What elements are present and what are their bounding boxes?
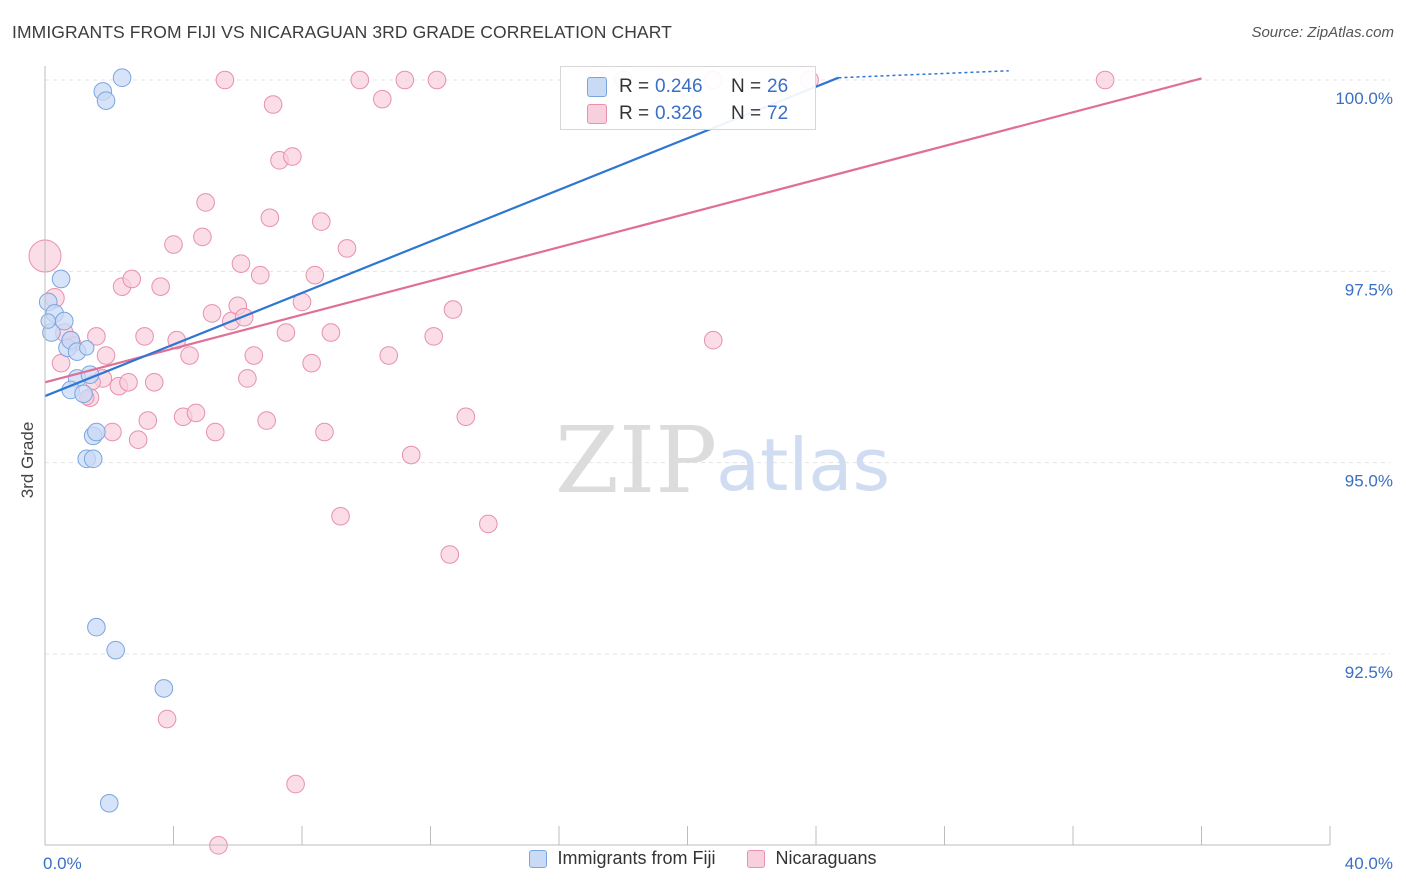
stats-n-label: N = <box>731 103 762 124</box>
stats-swatch-nicaraguans <box>587 104 607 124</box>
nicaraguans-point[interactable] <box>257 411 276 430</box>
nicaraguans-point[interactable] <box>424 327 444 346</box>
fiji-point[interactable] <box>79 340 95 356</box>
nicaraguans-point[interactable] <box>305 265 325 285</box>
stats-n-label: N = <box>731 76 762 97</box>
nicaraguans-point[interactable] <box>286 774 305 794</box>
legend-label-fiji: Immigrants from Fiji <box>557 848 716 868</box>
stats-swatch-fiji <box>587 77 607 97</box>
nicaraguans-point[interactable] <box>119 373 138 392</box>
y-tick-label: 100.0% <box>1335 89 1393 108</box>
fiji-point[interactable] <box>87 422 106 442</box>
fiji-point[interactable] <box>87 617 106 637</box>
legend: Immigrants from Fiji Nicaraguans <box>0 848 1406 869</box>
nicaraguans-point[interactable] <box>151 277 170 296</box>
fiji-point[interactable] <box>51 269 71 289</box>
legend-item-nicaraguans[interactable]: Nicaraguans <box>747 848 877 869</box>
nicaraguans-point[interactable] <box>337 239 357 258</box>
nicaraguans-point[interactable] <box>401 445 421 465</box>
x-tick-label: 40.0% <box>1345 854 1393 873</box>
nicaraguans-point[interactable] <box>205 422 225 442</box>
y-tick-label: 97.5% <box>1345 280 1393 299</box>
stats-box: R = 0.246 N = 26 R = 0.326 N = 72 <box>560 66 816 130</box>
nicaraguans-point[interactable] <box>276 323 296 342</box>
stats-n-value: 72 <box>767 103 789 124</box>
nicaraguans-point[interactable] <box>350 70 370 90</box>
stats-r-value: 0.246 <box>655 76 703 97</box>
nicaraguans-point[interactable] <box>144 373 164 392</box>
stats-r-label: R = <box>619 103 650 124</box>
fiji-point[interactable] <box>54 311 74 331</box>
nicaraguans-point[interactable] <box>87 327 106 346</box>
watermark-atlas: atlas <box>716 423 890 507</box>
watermark-zip: ZIP <box>555 407 717 514</box>
stats-r-value: 0.326 <box>655 103 703 124</box>
nicaraguans-point[interactable] <box>427 70 447 90</box>
watermark: ZIP atlas <box>555 407 890 514</box>
nicaraguans-point[interactable] <box>193 227 212 247</box>
nicaraguans-point[interactable] <box>260 208 280 228</box>
legend-swatch-fiji <box>529 849 548 868</box>
nicaraguans-point[interactable] <box>215 70 235 90</box>
nicaraguans-point[interactable] <box>456 407 476 427</box>
nicaraguans-point[interactable] <box>122 269 142 289</box>
fiji-point[interactable] <box>154 679 174 698</box>
nicaraguans-point[interactable] <box>196 193 215 212</box>
fiji-point[interactable] <box>99 793 119 813</box>
stats-r-label: R = <box>619 76 650 97</box>
nicaraguans-point[interactable] <box>263 95 283 114</box>
nicaraguans-point[interactable] <box>135 327 154 346</box>
nicaraguans-point[interactable] <box>311 212 331 231</box>
nicaraguans-point[interactable] <box>128 430 148 450</box>
nicaraguans-point[interactable] <box>703 330 723 350</box>
fiji-trend-extension <box>838 70 1009 79</box>
stats-n-value: 26 <box>767 76 789 97</box>
nicaraguans-point[interactable] <box>302 353 321 373</box>
y-axis-title: 3rd Grade <box>18 422 37 499</box>
nicaraguans-point[interactable] <box>283 147 302 166</box>
y-tick-label: 92.5% <box>1345 663 1393 682</box>
nicaraguans-point[interactable] <box>202 304 222 323</box>
nicaraguans-point[interactable] <box>157 709 177 729</box>
fiji-point[interactable] <box>106 640 125 660</box>
fiji-point[interactable] <box>83 449 103 469</box>
nicaraguans-point[interactable] <box>96 346 116 365</box>
nicaraguans-point[interactable] <box>164 235 183 254</box>
nicaraguans-point[interactable] <box>186 403 206 423</box>
fiji-point[interactable] <box>112 68 132 88</box>
trend-lines <box>44 70 1202 398</box>
nicaraguans-point[interactable] <box>443 300 463 319</box>
fiji-trend-line <box>44 76 839 398</box>
nicaraguans-point[interactable] <box>479 514 498 534</box>
source-label[interactable]: Source: ZipAtlas.com <box>1251 24 1394 41</box>
fiji-point[interactable] <box>96 91 116 110</box>
fiji-points <box>38 68 633 813</box>
nicaraguans-point[interactable] <box>1095 70 1115 90</box>
nicaraguans-point[interactable] <box>373 89 392 109</box>
legend-item-fiji[interactable]: Immigrants from Fiji <box>529 848 715 869</box>
nicaraguans-point[interactable] <box>231 254 251 273</box>
nicaraguans-point[interactable] <box>250 265 270 285</box>
nicaraguans-point[interactable] <box>379 346 399 365</box>
nicaraguans-point[interactable] <box>244 346 264 365</box>
nicaraguans-point[interactable] <box>238 369 257 388</box>
axes: 0.0% 40.0% <box>43 66 1393 873</box>
legend-label-nicaraguans: Nicaraguans <box>775 848 877 868</box>
nicaraguans-point[interactable] <box>315 422 334 442</box>
y-tick-label: 95.0% <box>1345 472 1393 491</box>
fiji-point[interactable] <box>74 384 93 404</box>
nicaraguans-point[interactable] <box>138 411 158 430</box>
nicaraguans-point[interactable] <box>321 323 341 342</box>
chart-title: IMMIGRANTS FROM FIJI VS NICARAGUAN 3RD G… <box>12 22 672 42</box>
nicaraguans-trend-line <box>44 77 1202 384</box>
nicaraguans-point[interactable] <box>440 545 460 564</box>
fiji-point[interactable] <box>40 313 56 329</box>
legend-swatch-nicaraguans <box>747 849 766 868</box>
nicaraguans-point[interactable] <box>180 346 199 365</box>
nicaraguans-point[interactable] <box>395 70 415 90</box>
nicaraguans-point[interactable] <box>331 506 350 526</box>
nicaraguans-point[interactable] <box>103 422 122 442</box>
x-tick-label: 0.0% <box>43 854 82 873</box>
